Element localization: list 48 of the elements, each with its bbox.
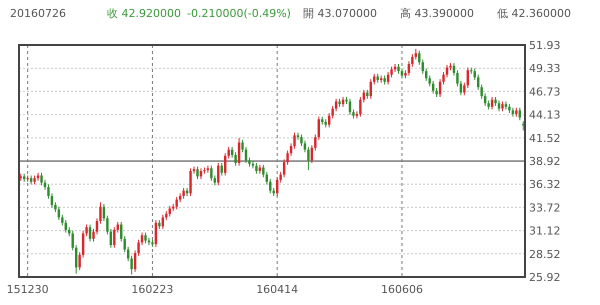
candlestick <box>210 165 213 182</box>
candlestick <box>234 152 237 166</box>
candlestick <box>518 107 522 121</box>
text: 高 43.390000 <box>400 7 474 20</box>
y-tick-label: 49.33 <box>529 62 560 76</box>
y-tick-label: 36.32 <box>529 178 560 192</box>
candlestick <box>522 120 524 131</box>
y-tick-label: 41.52 <box>529 132 560 145</box>
text: 收 42.920000 <box>107 7 181 20</box>
candlestick <box>262 164 265 178</box>
candlestick <box>300 134 303 147</box>
y-tick-label: 33.72 <box>529 201 560 214</box>
candlestick <box>58 206 60 221</box>
candlestick <box>162 214 164 230</box>
candlestick <box>182 187 185 200</box>
chart-title: 20160726 <box>10 7 66 20</box>
candlestick <box>189 168 192 197</box>
candlestick <box>255 162 258 174</box>
candlestick <box>342 96 344 108</box>
y-tick-label: 28.52 <box>529 248 560 261</box>
x-tick-label: 151230 <box>6 283 49 296</box>
candlestick <box>220 162 223 176</box>
candlestick <box>238 138 240 166</box>
text: 開 43.070000 <box>303 7 377 20</box>
y-tick-label: 25.92 <box>529 271 560 284</box>
candlestick <box>408 60 410 76</box>
candlestick <box>432 80 434 94</box>
candlestick <box>200 168 202 180</box>
candlestick <box>175 196 178 210</box>
text: -0.210000(-0.49%) <box>187 7 291 20</box>
x-tick-label: 160223 <box>131 283 174 296</box>
candlestick <box>168 205 171 218</box>
text: 低 42.360000 <box>497 7 571 20</box>
candlestick <box>88 224 92 242</box>
candlestick <box>217 162 220 186</box>
y-tick-label: 38.92 <box>529 155 560 168</box>
candlestick <box>113 226 116 248</box>
y-tick-label: 46.73 <box>529 85 560 98</box>
y-tick-label: 44.13 <box>529 108 560 122</box>
y-tick-label: 31.12 <box>529 224 560 238</box>
candlestick <box>154 220 158 248</box>
candlestick <box>390 66 393 78</box>
x-tick-label: 160606 <box>380 283 423 296</box>
candlestick <box>359 96 362 118</box>
x-tick-label: 160414 <box>256 283 298 296</box>
y-tick-label: 51.93 <box>529 39 560 52</box>
candlestick <box>334 98 338 112</box>
candlestick <box>490 96 494 110</box>
